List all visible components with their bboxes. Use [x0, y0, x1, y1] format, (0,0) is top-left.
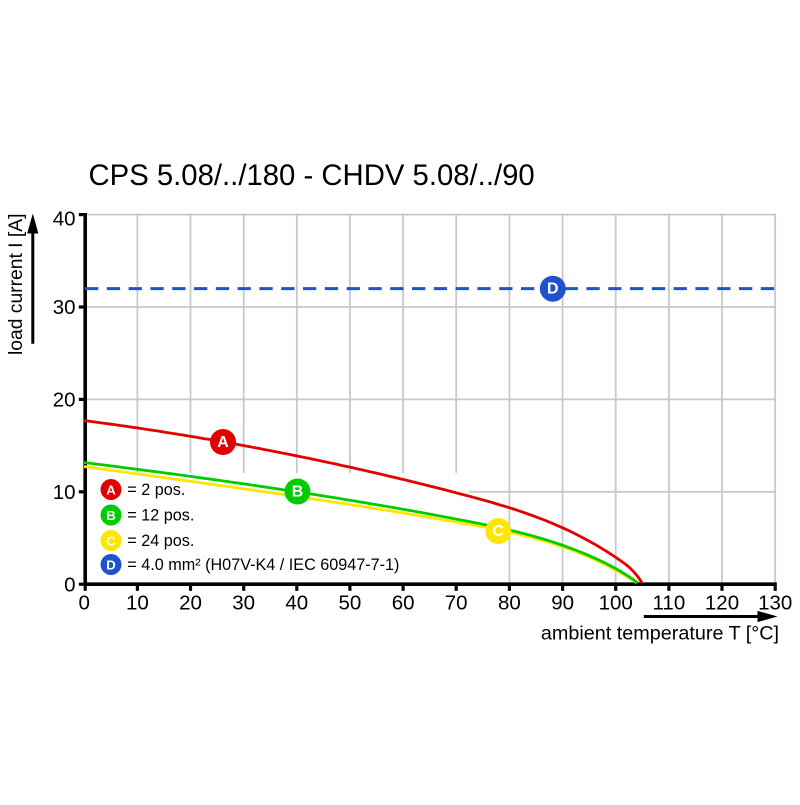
svg-text:C: C	[106, 534, 116, 549]
svg-text:120: 120	[705, 591, 739, 614]
svg-text:CPS 5.08/../180 - CHDV 5.08/..: CPS 5.08/../180 - CHDV 5.08/../90	[89, 159, 535, 192]
svg-text:C: C	[493, 523, 505, 540]
svg-text:D: D	[106, 558, 116, 573]
svg-text:= 4.0 mm² (H07V-K4 / IEC 60947: = 4.0 mm² (H07V-K4 / IEC 60947-7-1)	[127, 556, 399, 574]
svg-text:= 24 pos.: = 24 pos.	[127, 532, 194, 550]
svg-text:70: 70	[445, 591, 468, 614]
svg-text:100: 100	[599, 591, 633, 614]
svg-text:= 12 pos.: = 12 pos.	[127, 507, 194, 525]
svg-text:110: 110	[653, 591, 686, 614]
svg-text:= 2 pos.: = 2 pos.	[127, 481, 185, 499]
svg-text:ambient temperature T [°C]: ambient temperature T [°C]	[541, 622, 779, 644]
svg-text:load current I [A]: load current I [A]	[6, 214, 27, 355]
svg-text:0: 0	[78, 591, 89, 614]
svg-text:30: 30	[232, 591, 255, 614]
svg-text:50: 50	[338, 591, 361, 614]
svg-text:40: 40	[285, 591, 308, 614]
svg-text:B: B	[106, 508, 116, 523]
svg-text:80: 80	[498, 591, 521, 614]
svg-text:40: 40	[53, 207, 76, 230]
svg-text:30: 30	[53, 296, 76, 319]
svg-text:20: 20	[53, 389, 76, 412]
svg-text:10: 10	[126, 591, 149, 614]
svg-text:B: B	[292, 484, 304, 501]
svg-text:130: 130	[758, 591, 792, 614]
svg-text:A: A	[217, 434, 229, 451]
svg-text:20: 20	[179, 591, 202, 614]
svg-text:A: A	[106, 483, 116, 498]
svg-text:10: 10	[53, 481, 76, 504]
svg-text:60: 60	[392, 591, 415, 614]
svg-text:90: 90	[551, 591, 574, 614]
svg-text:D: D	[547, 281, 559, 298]
svg-text:0: 0	[64, 573, 75, 596]
